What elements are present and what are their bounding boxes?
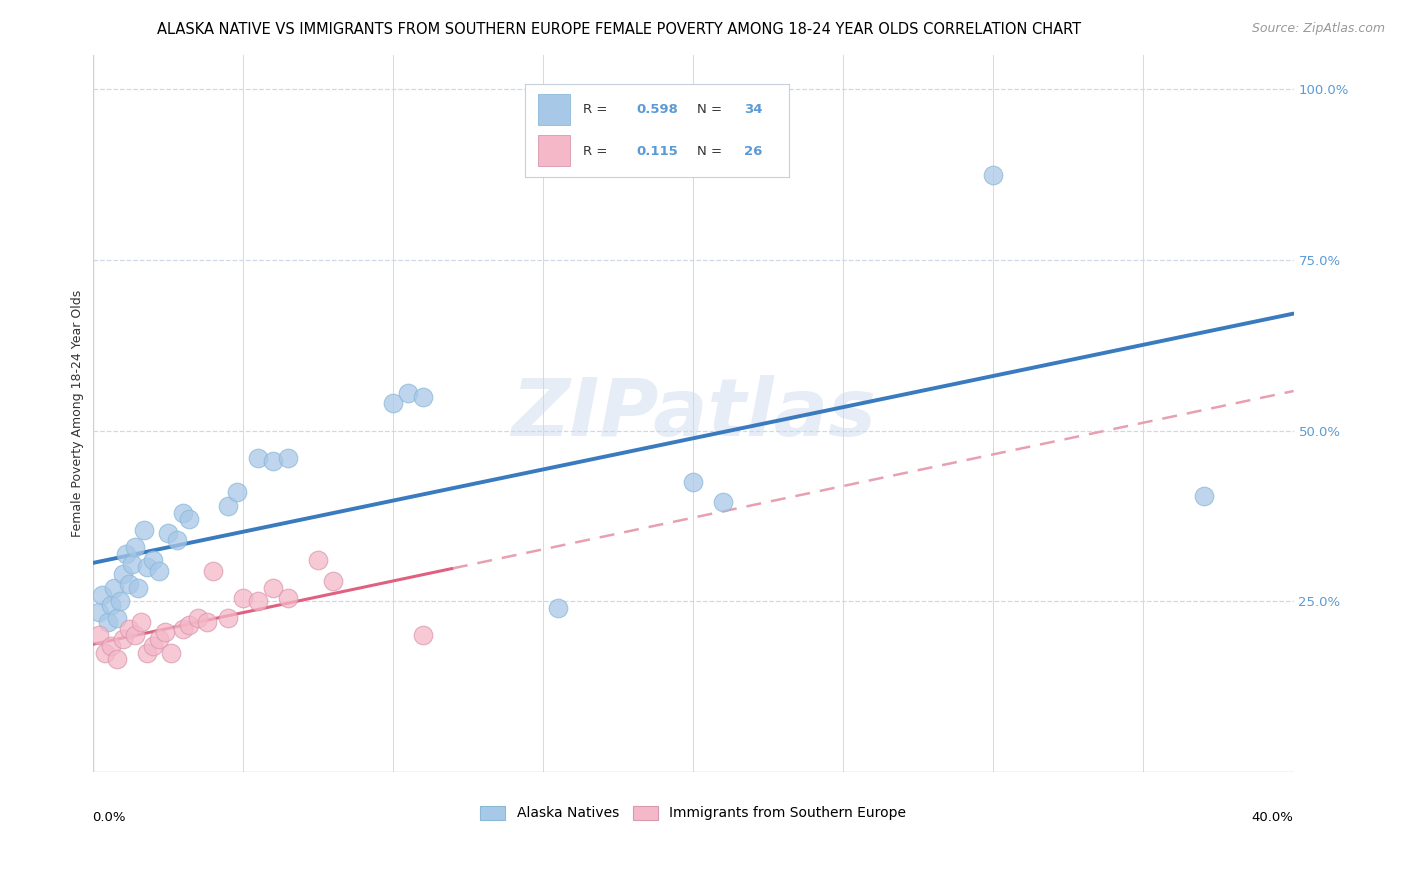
Point [142, 553, 165, 567]
Point [225, 485, 247, 500]
Point [159, 646, 181, 660]
Point [172, 506, 194, 520]
Y-axis label: Female Poverty Among 18-24 Year Olds: Female Poverty Among 18-24 Year Olds [72, 290, 84, 537]
Point [127, 581, 149, 595]
Point [100, 639, 122, 653]
Point [195, 615, 218, 629]
Point [135, 560, 157, 574]
Point [148, 632, 170, 646]
Point [981, 168, 1004, 182]
Point [246, 450, 269, 465]
Text: 0.0%: 0.0% [93, 812, 127, 824]
Point [172, 622, 194, 636]
Point [114, 547, 136, 561]
Point [132, 523, 155, 537]
Point [262, 454, 284, 468]
Point [232, 591, 254, 605]
Point [166, 533, 188, 547]
Point [396, 386, 419, 401]
Point [97, 615, 120, 629]
Point [135, 646, 157, 660]
Point [187, 611, 209, 625]
Text: ZIPatlas: ZIPatlas [510, 375, 876, 452]
Text: ALASKA NATIVE VS IMMIGRANTS FROM SOUTHERN EUROPE FEMALE POVERTY AMONG 18-24 YEAR: ALASKA NATIVE VS IMMIGRANTS FROM SOUTHER… [156, 22, 1081, 37]
Point [217, 611, 239, 625]
Point [277, 450, 299, 465]
Point [217, 499, 239, 513]
Text: Source: ZipAtlas.com: Source: ZipAtlas.com [1251, 22, 1385, 36]
Point [262, 581, 284, 595]
Point [711, 495, 734, 509]
Point [105, 652, 128, 666]
Point [412, 390, 434, 404]
Point [111, 632, 134, 646]
Point [100, 598, 122, 612]
Point [103, 581, 125, 595]
Point [547, 601, 569, 615]
Point [148, 564, 170, 578]
Point [381, 396, 404, 410]
Point [246, 594, 269, 608]
Point [142, 639, 165, 653]
Point [108, 594, 131, 608]
Point [90, 588, 112, 602]
Point [87, 628, 110, 642]
Point [177, 512, 200, 526]
Point [105, 611, 128, 625]
Legend: Alaska Natives, Immigrants from Southern Europe: Alaska Natives, Immigrants from Southern… [475, 800, 911, 826]
Point [1192, 489, 1215, 503]
Point [412, 628, 434, 642]
Point [156, 526, 179, 541]
Point [117, 622, 139, 636]
Point [129, 615, 152, 629]
Point [322, 574, 344, 588]
Point [177, 618, 200, 632]
Point [682, 475, 704, 489]
Point [87, 605, 110, 619]
Point [307, 553, 329, 567]
Point [124, 540, 146, 554]
Text: 40.0%: 40.0% [1251, 812, 1294, 824]
Point [277, 591, 299, 605]
Point [201, 564, 224, 578]
Point [153, 625, 176, 640]
Point [121, 557, 143, 571]
Point [93, 646, 115, 660]
Point [111, 567, 134, 582]
Point [124, 628, 146, 642]
Point [117, 577, 139, 591]
